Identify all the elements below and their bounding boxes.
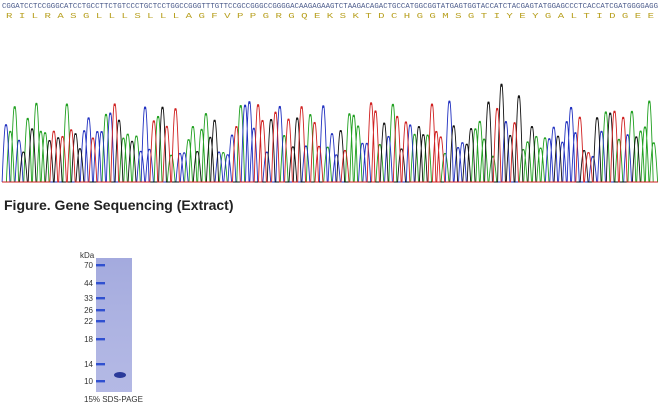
marker-band	[96, 297, 105, 300]
trace	[2, 83, 658, 183]
marker-label: 44	[84, 279, 93, 288]
marker-label: 70	[84, 261, 93, 270]
figure-caption: Figure. Gene Sequencing (Extract)	[4, 197, 234, 213]
markers: 70 44 33 26 22 18 14 10	[84, 261, 105, 386]
marker-band	[96, 338, 105, 341]
gel-shade	[96, 258, 132, 392]
marker-band	[96, 264, 105, 267]
trace	[1, 100, 658, 183]
marker-label: 22	[84, 317, 93, 326]
chromatogram	[1, 83, 659, 183]
dna-sequence: CGGATCCTCCGGGCATCCTGCCTTCTGTCCCTGCTCCTGG…	[2, 3, 658, 11]
marker-band	[96, 363, 105, 366]
marker-band	[96, 380, 105, 383]
marker-band	[96, 320, 105, 323]
amino-acid-sequence: R I L R A S G L L L S L L L A G F V P P …	[6, 13, 654, 21]
marker-label: 10	[84, 377, 93, 386]
marker-band	[96, 282, 105, 285]
trace	[2, 100, 659, 183]
gel-caption: 15% SDS-PAGE	[84, 395, 143, 404]
marker-band	[96, 309, 105, 312]
sample-band	[114, 372, 126, 378]
gel-unit: kDa	[80, 251, 95, 260]
marker-label: 26	[84, 306, 93, 315]
trace	[2, 102, 658, 183]
marker-label: 18	[84, 335, 93, 344]
marker-label: 14	[84, 360, 93, 369]
marker-label: 33	[84, 294, 93, 303]
